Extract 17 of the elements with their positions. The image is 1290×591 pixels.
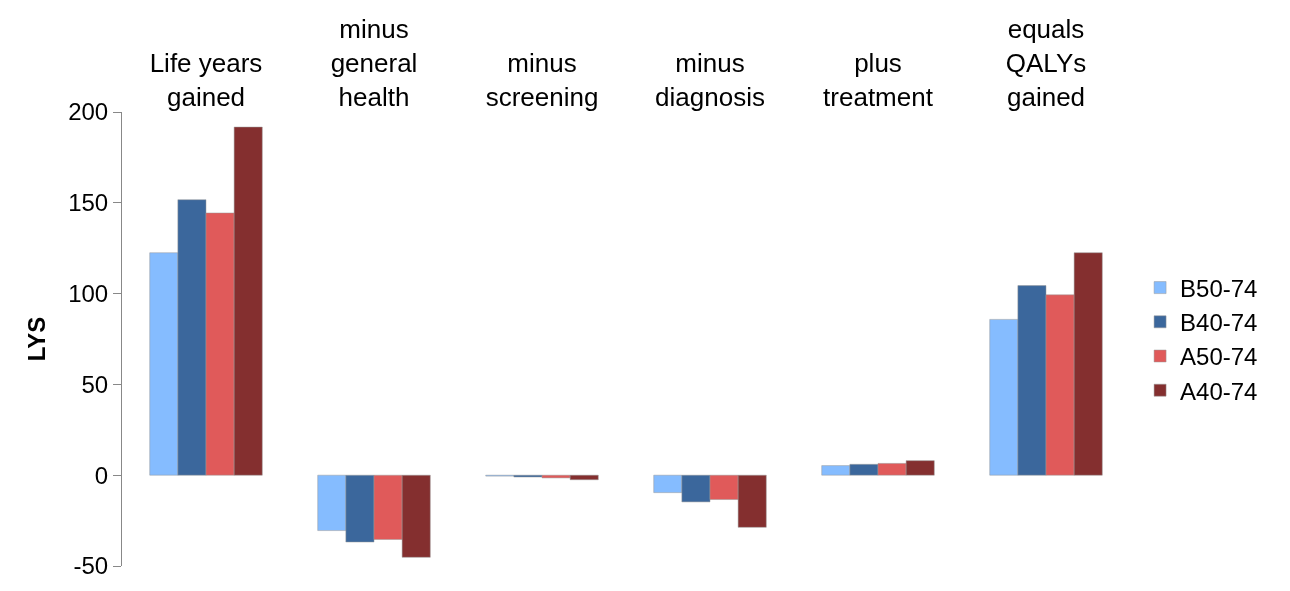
y-tick-label: 100 [68, 280, 109, 307]
legend-label: B50-74 [1180, 274, 1258, 302]
x-tick-label: plus treatment [823, 48, 934, 112]
x-tick-label: minus screening [485, 48, 599, 112]
x-tick-label: Life years gained [149, 48, 263, 112]
x-tick-label: minus general health [330, 14, 418, 112]
legend-label: B40-74 [1180, 309, 1258, 337]
y-axis-title: LYS [23, 316, 51, 362]
x-tick-label: minus diagnosis [655, 48, 765, 112]
x-tick-label: equals QALYs gained [1005, 14, 1087, 112]
y-tick-label: 200 [68, 98, 109, 126]
y-tick-label: 150 [68, 189, 109, 217]
y-tick-label: -50 [73, 552, 109, 580]
y-tick-label: 0 [94, 461, 109, 489]
y-tick-label: 50 [81, 370, 109, 398]
legend-label: A40-74 [1180, 377, 1258, 405]
legend-label: A50-74 [1180, 343, 1258, 371]
